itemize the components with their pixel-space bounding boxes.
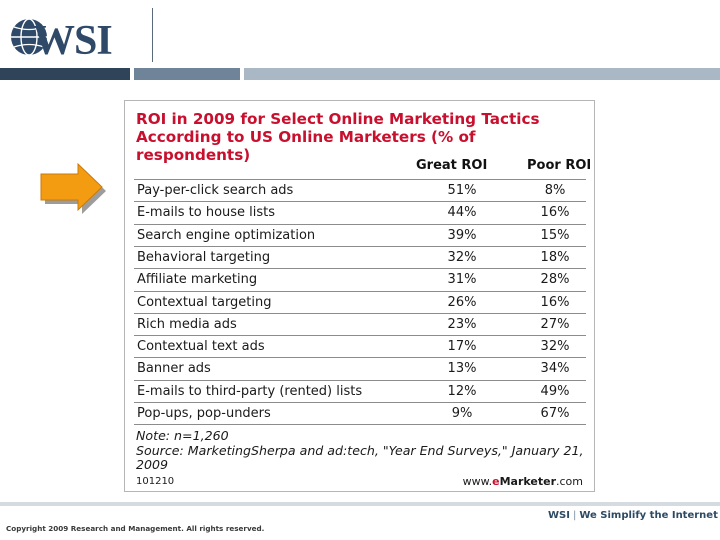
table-row: Contextual text ads 17% 32% xyxy=(134,335,586,357)
stripe-slate-1 xyxy=(134,68,240,80)
logo-divider xyxy=(152,8,153,62)
row-label: Rich media ads xyxy=(137,316,237,332)
link-www: www. xyxy=(462,475,493,488)
link-marketer: Marketer xyxy=(499,475,556,488)
table-row: Pop-ups, pop-unders 9% 67% xyxy=(134,402,586,424)
stripe-navy xyxy=(0,68,130,80)
row-label: Behavioral targeting xyxy=(137,249,271,265)
note-source: Source: MarketingSherpa and ad:tech, "Ye… xyxy=(136,442,584,472)
table-row: Contextual targeting 26% 16% xyxy=(134,290,586,313)
row-label: Pay-per-click search ads xyxy=(137,183,294,198)
poor-roi-value: 16% xyxy=(540,294,570,310)
great-roi-value: 9% xyxy=(451,406,473,421)
footer-tagline: WSI | We Simplify the Internet xyxy=(548,510,718,521)
tagline-separator: | xyxy=(572,510,577,521)
chart-title-line2: According to US Online Marketers xyxy=(136,128,426,146)
poor-roi-value: 8% xyxy=(544,183,566,198)
stripe-light xyxy=(244,68,720,80)
table-bottom-rule xyxy=(134,424,586,426)
row-label: Search engine optimization xyxy=(137,227,316,243)
row-label: Contextual targeting xyxy=(137,294,272,310)
poor-roi-value: 15% xyxy=(540,227,570,243)
great-roi-value: 31% xyxy=(447,272,477,288)
great-roi-value: 44% xyxy=(447,205,477,221)
table-row: Affiliate marketing 31% 28% xyxy=(134,268,586,290)
table-row: Behavioral targeting 32% 18% xyxy=(134,245,586,268)
row-label: Contextual text ads xyxy=(137,339,265,355)
roi-table-card: ROI in 2009 for Select Online Marketing … xyxy=(124,100,595,492)
poor-roi-value: 34% xyxy=(540,361,570,377)
table-row: E-mails to third-party (rented) lists 12%… xyxy=(134,379,586,402)
row-label: Pop-ups, pop-unders xyxy=(137,406,271,421)
column-header-poor-roi: Poor ROI xyxy=(527,158,592,173)
great-roi-value: 17% xyxy=(447,339,477,355)
wsi-logo: WSI xyxy=(7,10,147,64)
table-row: Rich media ads 23% 27% xyxy=(134,312,586,335)
poor-roi-value: 49% xyxy=(540,383,570,399)
great-roi-value: 32% xyxy=(447,249,477,265)
table-row: E-mails to house lists 44% 16% xyxy=(134,201,586,223)
row-label: E-mails to third-party (rented) lists xyxy=(137,383,363,399)
chart-subtitle: (% of respondents) xyxy=(136,128,476,164)
table-row: Banner ads 13% 34% xyxy=(134,357,586,379)
row-label: Affiliate marketing xyxy=(137,272,258,288)
great-roi-value: 51% xyxy=(447,183,477,198)
pointer-arrow-icon xyxy=(40,162,108,215)
tagline-text: We Simplify the Internet xyxy=(579,510,718,521)
row-label: Banner ads xyxy=(137,361,211,377)
poor-roi-value: 28% xyxy=(540,272,570,288)
tagline-brand: WSI xyxy=(548,510,570,521)
note-sample-size: Note: n=1,260 xyxy=(136,428,229,443)
poor-roi-value: 18% xyxy=(540,249,570,265)
great-roi-value: 26% xyxy=(447,294,477,310)
emarketer-link[interactable]: www.eMarketer.com xyxy=(463,475,583,488)
row-label: E-mails to house lists xyxy=(137,205,276,221)
poor-roi-value: 16% xyxy=(540,205,570,221)
poor-roi-value: 67% xyxy=(540,406,570,421)
logo-text: WSI xyxy=(33,18,112,62)
copyright-notice: Copyright 2009 Research and Management. … xyxy=(6,524,265,533)
table-row: Pay-per-click search ads 51% 8% xyxy=(134,179,586,201)
great-roi-value: 13% xyxy=(447,361,477,377)
chart-id: 101210 xyxy=(136,476,175,487)
poor-roi-value: 27% xyxy=(540,316,570,332)
chart-title: ROI in 2009 for Select Online Marketing … xyxy=(136,110,586,164)
column-header-great-roi: Great ROI xyxy=(416,158,488,173)
great-roi-value: 12% xyxy=(447,383,477,399)
footer-bar xyxy=(0,502,720,506)
table-row: Search engine optimization 39% 15% xyxy=(134,223,586,246)
poor-roi-value: 32% xyxy=(540,339,570,355)
chart-note: Note: n=1,260 Source: MarketingSherpa an… xyxy=(136,428,586,473)
header-stripes xyxy=(0,68,720,80)
link-com: .com xyxy=(556,475,583,488)
chart-title-line1: ROI in 2009 for Select Online Marketing … xyxy=(136,110,540,128)
great-roi-value: 23% xyxy=(447,316,477,332)
globe-icon xyxy=(11,18,47,56)
link-e: e xyxy=(492,475,500,488)
great-roi-value: 39% xyxy=(447,227,477,243)
